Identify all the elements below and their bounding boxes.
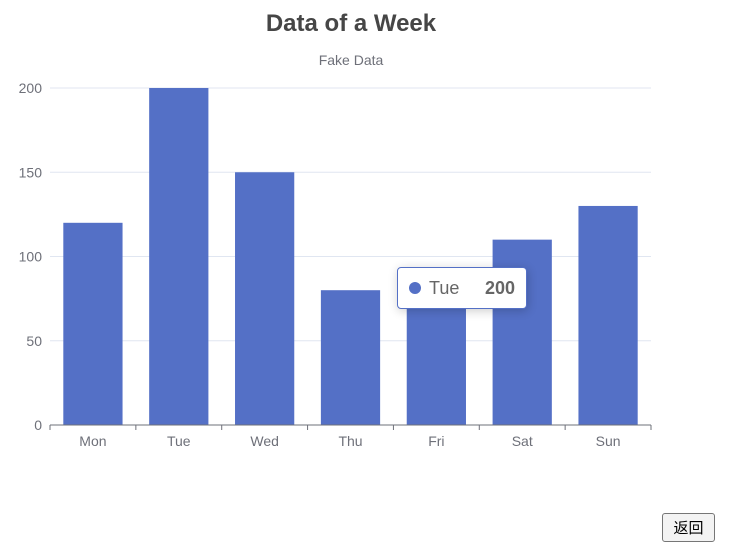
y-tick-label: 100 <box>19 249 43 265</box>
y-tick-label: 0 <box>34 417 42 433</box>
bar-fri <box>406 307 466 425</box>
x-tick-label: Thu <box>338 433 362 449</box>
bar-wed <box>235 172 295 425</box>
back-button[interactable]: 返回 <box>662 513 715 542</box>
x-tick-label: Wed <box>250 433 279 449</box>
x-tick-label: Sat <box>512 433 533 449</box>
tooltip-name: Tue <box>429 277 460 298</box>
tooltip-value: 200 <box>484 277 515 298</box>
bar-thu <box>320 290 381 425</box>
y-tick-label: 150 <box>19 164 43 180</box>
y-tick-label: 50 <box>26 333 42 349</box>
chart-title: Data of a Week <box>265 10 437 37</box>
x-tick-label: Mon <box>79 433 106 449</box>
chart-tooltip: Tue 200 <box>397 267 527 309</box>
tooltip-marker-icon <box>409 282 421 294</box>
y-tick-label: 200 <box>19 80 43 96</box>
bar-tue <box>149 88 209 425</box>
chart-subtitle: Fake Data <box>318 52 384 68</box>
bar-sun <box>578 205 638 425</box>
x-tick-label: Fri <box>428 433 444 449</box>
x-tick-label: Tue <box>167 433 191 449</box>
x-tick-label: Sun <box>596 433 621 449</box>
bar-mon <box>63 222 123 425</box>
